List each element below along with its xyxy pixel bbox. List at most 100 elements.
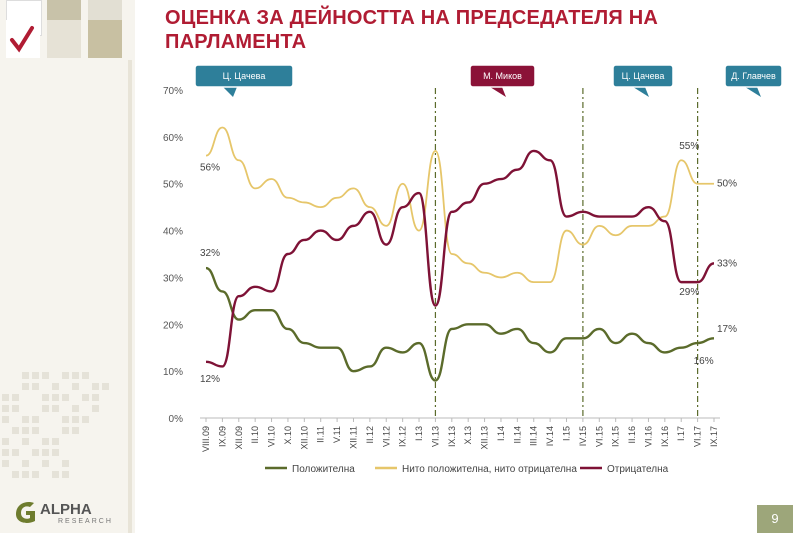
deco-square <box>52 383 59 390</box>
x-tick-label: VI.15 <box>594 426 604 447</box>
x-tick-label: I.13 <box>414 426 424 441</box>
callout-4: Д. Главчев <box>724 64 783 97</box>
x-tick-label: II.12 <box>365 426 375 444</box>
x-tick-label: I.15 <box>562 426 572 441</box>
legend-item-2: Нито положителна, нито отрицателна <box>375 464 577 475</box>
legend-item-1: Положителна <box>265 464 355 475</box>
callout-box <box>194 64 294 88</box>
deco-square <box>42 449 49 456</box>
header-square <box>47 20 81 58</box>
data-label-neutral-start: 56% <box>200 163 220 174</box>
x-tick-label: II.10 <box>250 426 260 444</box>
x-tick-label: VIII.09 <box>201 426 211 452</box>
deco-square <box>42 460 49 467</box>
logo-sub: RESEARCH <box>58 518 113 525</box>
x-tick-label: V.11 <box>332 426 342 443</box>
x-tick-label: IX.17 <box>709 426 719 447</box>
x-tick-label: II.16 <box>627 426 637 444</box>
x-tick-label: IV.14 <box>545 426 555 446</box>
callout-label: Ц. Цачева <box>622 71 665 81</box>
deco-square <box>62 394 69 401</box>
data-label-negative-dip: 29% <box>679 287 699 298</box>
data-label-negative-start: 12% <box>200 374 220 385</box>
x-tick-label: VI.13 <box>430 426 440 447</box>
callout-label: Ц. Цачева <box>223 71 266 81</box>
deco-square <box>22 438 29 445</box>
x-tick-label: X.10 <box>283 426 293 445</box>
deco-square <box>32 372 39 379</box>
data-label-neutral-peak: 55% <box>679 141 699 152</box>
series-line-1 <box>205 266 715 382</box>
deco-square <box>12 405 19 412</box>
deco-square <box>42 394 49 401</box>
logo-name: ALPHA <box>40 501 92 518</box>
x-tick-label: I.14 <box>496 426 506 441</box>
callout-tail <box>745 87 761 97</box>
deco-square <box>72 427 79 434</box>
x-tick-label: IX.16 <box>660 426 670 447</box>
deco-square <box>52 394 59 401</box>
deco-square <box>22 460 29 467</box>
y-tick-label: 10% <box>163 367 183 378</box>
x-tick-label: X.13 <box>463 426 473 445</box>
callout-2: М. Миков <box>469 64 536 97</box>
deco-square <box>42 405 49 412</box>
callout-label: Д. Главчев <box>731 71 776 81</box>
x-tick-label: II.14 <box>512 426 522 444</box>
series-line-2 <box>205 126 714 284</box>
legend-label: Нито положителна, нито отрицателна <box>402 464 577 475</box>
x-tick-label: IX.09 <box>217 426 227 447</box>
deco-square <box>42 438 49 445</box>
callout-box <box>724 64 783 88</box>
deco-square <box>22 383 29 390</box>
deco-square <box>62 460 69 467</box>
deco-square <box>32 383 39 390</box>
decorative-squares-pattern <box>2 372 109 478</box>
deco-square <box>72 416 79 423</box>
callout-tail <box>633 87 649 97</box>
x-tick-label: XII.09 <box>234 426 244 450</box>
x-tick-label: I.17 <box>676 426 686 441</box>
x-tick-label: XII.13 <box>480 426 490 450</box>
deco-square <box>2 405 9 412</box>
vertical-divider <box>128 60 132 533</box>
deco-square <box>92 383 99 390</box>
page-number: 9 <box>757 505 793 533</box>
deco-square <box>52 405 59 412</box>
data-label-positive-start: 32% <box>200 248 220 259</box>
x-tick-label: VI.10 <box>267 426 277 447</box>
y-tick-label: 0% <box>169 414 184 425</box>
callout-label: М. Миков <box>483 71 522 81</box>
deco-square <box>62 427 69 434</box>
callout-3: Ц. Цачева <box>612 64 674 97</box>
deco-square <box>62 471 69 478</box>
x-tick-label: XII.10 <box>299 426 309 450</box>
deco-square <box>62 372 69 379</box>
data-label-negative-end: 33% <box>717 258 737 269</box>
deco-square <box>22 471 29 478</box>
x-tick-label: IX.12 <box>398 426 408 447</box>
deco-square <box>12 449 19 456</box>
line-chart: 0% 10% 20% 30% 40% 50% 60% 70% VIII.09 IX.09 XII.… <box>163 64 783 475</box>
data-label-neutral-end: 50% <box>717 179 737 190</box>
x-tick-label: II.11 <box>316 426 326 443</box>
deco-square <box>12 471 19 478</box>
deco-square <box>82 372 89 379</box>
deco-square <box>22 427 29 434</box>
x-tick-label: III.14 <box>529 426 539 446</box>
callout-box <box>612 64 674 88</box>
x-tick-label: IX.13 <box>447 426 457 447</box>
deco-square <box>12 394 19 401</box>
callout-1: Ц. Цачева <box>194 64 294 97</box>
deco-square <box>72 372 79 379</box>
x-tick-label: IV.15 <box>578 426 588 446</box>
deco-square <box>22 372 29 379</box>
deco-square <box>52 438 59 445</box>
deco-square <box>92 394 99 401</box>
checkmark-icon <box>6 20 40 58</box>
callout-box <box>469 64 536 88</box>
deco-square <box>2 416 9 423</box>
header-square <box>88 20 122 58</box>
y-tick-label: 70% <box>163 86 183 97</box>
deco-square <box>102 383 109 390</box>
